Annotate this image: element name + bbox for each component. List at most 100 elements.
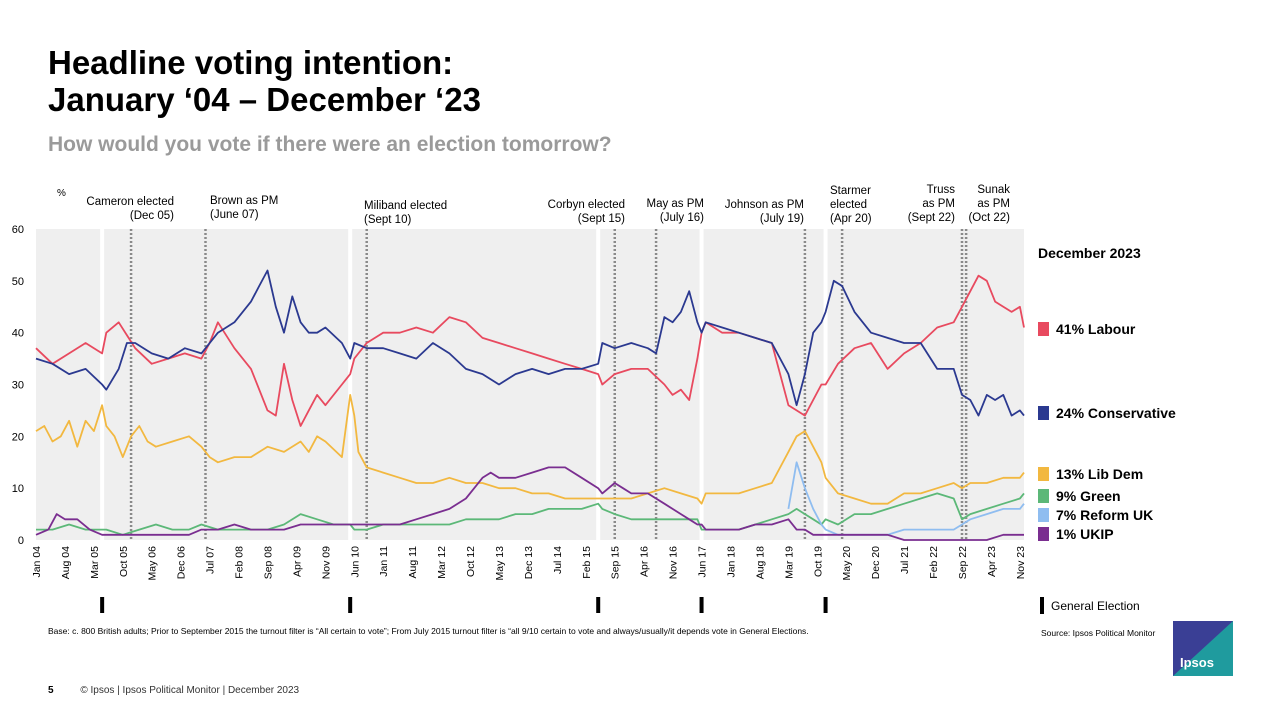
x-tick-label: Oct 05	[118, 546, 130, 577]
event-label: as PM	[977, 198, 1010, 210]
legend-label-reform: 7% Reform UK	[1056, 507, 1154, 523]
chart-title: Headline voting intention: January ‘04 –…	[48, 44, 481, 118]
general-election-key: General Election	[1040, 597, 1140, 614]
x-tick-label: Oct 12	[465, 546, 477, 577]
x-tick-label: May 13	[494, 546, 506, 581]
legend-label-ukip: 1% UKIP	[1056, 526, 1114, 542]
page-number: 5	[48, 685, 54, 696]
x-tick-label: Dec 06	[176, 546, 188, 579]
general-election-marker-icon	[1040, 597, 1044, 614]
x-tick-label: Mar 19	[783, 546, 795, 579]
x-tick-label: Jan 18	[725, 546, 737, 578]
x-tick-label: Aug 18	[754, 546, 766, 579]
legend-item-labour: 41% Labour	[1038, 321, 1135, 337]
event-label: (Dec 05)	[130, 210, 174, 222]
legend-item-conservative: 24% Conservative	[1038, 405, 1176, 421]
x-tick-label: Sep 15	[610, 546, 622, 579]
general-election-marker	[823, 597, 828, 613]
y-tick-label: 60	[12, 224, 24, 236]
source-note: Source: Ipsos Political Monitor	[1041, 628, 1156, 638]
legend-label-conservative: 24% Conservative	[1056, 405, 1176, 421]
x-tick-label: Nov 09	[320, 546, 332, 579]
x-tick-label: Apr 23	[986, 546, 998, 577]
general-election-marker	[348, 597, 353, 613]
series-line-lib-dem	[35, 394, 1025, 505]
series-line-conservative	[35, 269, 1025, 417]
event-label: (Sept 15)	[578, 213, 625, 225]
y-tick-label: 30	[12, 380, 24, 392]
legend-item-reform: 7% Reform UK	[1038, 507, 1153, 523]
x-tick-label: Jun 10	[349, 546, 361, 578]
x-tick-label: Oct 19	[812, 546, 824, 577]
event-label: (July 19)	[760, 213, 804, 225]
x-tick-label: Sep 08	[262, 546, 274, 579]
green-swatch	[1038, 489, 1049, 503]
footer: 5 © Ipsos | Ipsos Political Monitor | De…	[48, 685, 299, 696]
general-election-marker	[699, 597, 704, 613]
event-label: (June 07)	[210, 209, 259, 221]
event-label: Corbyn elected	[548, 199, 625, 211]
y-tick-label: 0	[18, 535, 24, 547]
general-election-label: General Election	[1051, 598, 1140, 613]
footer-text: © Ipsos | Ipsos Political Monitor | Dece…	[80, 685, 300, 696]
event-label: as PM	[922, 198, 955, 210]
x-tick-label: Feb 08	[234, 546, 246, 579]
y-tick-label: 50	[12, 276, 24, 288]
title-line-1: Headline voting intention:	[48, 44, 454, 81]
reform-swatch	[1038, 508, 1049, 522]
legend-heading: December 2023	[1038, 245, 1141, 261]
x-tick-label: Feb 22	[928, 546, 940, 579]
legend-label-green: 9% Green	[1056, 488, 1121, 504]
series-line-green	[36, 492, 1025, 536]
x-tick-label: Jan 04	[31, 546, 43, 578]
legend-label-libdem: 13% Lib Dem	[1056, 466, 1144, 482]
y-unit-label: %	[57, 188, 66, 199]
y-tick-label: 40	[12, 328, 24, 340]
libdem-swatch	[1038, 467, 1049, 481]
logo-text: Ipsos	[1180, 655, 1214, 670]
event-label: Truss	[927, 184, 956, 196]
x-tick-label: Aug 04	[60, 546, 72, 579]
legend-item-green: 9% Green	[1038, 488, 1121, 504]
event-label: Miliband elected	[364, 200, 447, 212]
title-line-2: January ‘04 – December ‘23	[48, 81, 481, 118]
event-label: (Sept 10)	[364, 214, 411, 226]
base-note: Base: c. 800 British adults; Prior to Se…	[48, 626, 809, 636]
x-tick-label: Nov 16	[668, 546, 680, 579]
event-label: May as PM	[646, 198, 704, 210]
event-label: elected	[830, 199, 867, 211]
plot-area	[36, 229, 1024, 540]
x-tick-label: Nov 23	[1015, 546, 1027, 579]
x-tick-label: May 20	[841, 546, 853, 581]
event-label: (July 16)	[660, 212, 704, 224]
series-line-reform-uk	[787, 461, 1025, 536]
voting-intention-chart: % 0 10 20 30 40 50 60 Cameron elected (Dec 05) Bro…	[12, 184, 1027, 613]
x-tick-label: Jul 07	[205, 546, 217, 574]
event-label: Johnson as PM	[725, 199, 804, 211]
x-tick-label: Mar 12	[436, 546, 448, 579]
logo-shape	[1173, 621, 1233, 676]
labour-swatch	[1038, 322, 1049, 336]
event-label: (Oct 22)	[968, 212, 1010, 224]
event-label: Sunak	[977, 184, 1010, 196]
ipsos-logo: Ipsos	[1173, 621, 1233, 676]
x-tick-label: Jan 11	[378, 546, 390, 577]
event-label: (Apr 20)	[830, 213, 872, 225]
series-line-ukip	[35, 466, 1024, 541]
x-tick-label: Feb 15	[581, 546, 593, 579]
ukip-swatch	[1038, 527, 1049, 541]
x-tick-label: Apr 16	[639, 546, 651, 577]
y-tick-label: 10	[12, 483, 24, 495]
event-label: Cameron elected	[86, 196, 174, 208]
x-tick-label: Sep 22	[957, 546, 969, 579]
x-tick-label: Jul 14	[552, 546, 564, 574]
legend-label-labour: 41% Labour	[1056, 321, 1136, 337]
x-tick-label: Mar 05	[89, 546, 101, 579]
event-label: Starmer	[830, 185, 871, 197]
series-line-labour	[35, 274, 1025, 427]
x-tick-label: Jun 17	[697, 546, 709, 578]
legend-item-ukip: 1% UKIP	[1038, 526, 1114, 542]
event-label: Brown as PM	[210, 195, 278, 207]
chart-subtitle: How would you vote if there were an elec…	[48, 133, 612, 156]
y-tick-label: 20	[12, 431, 24, 443]
